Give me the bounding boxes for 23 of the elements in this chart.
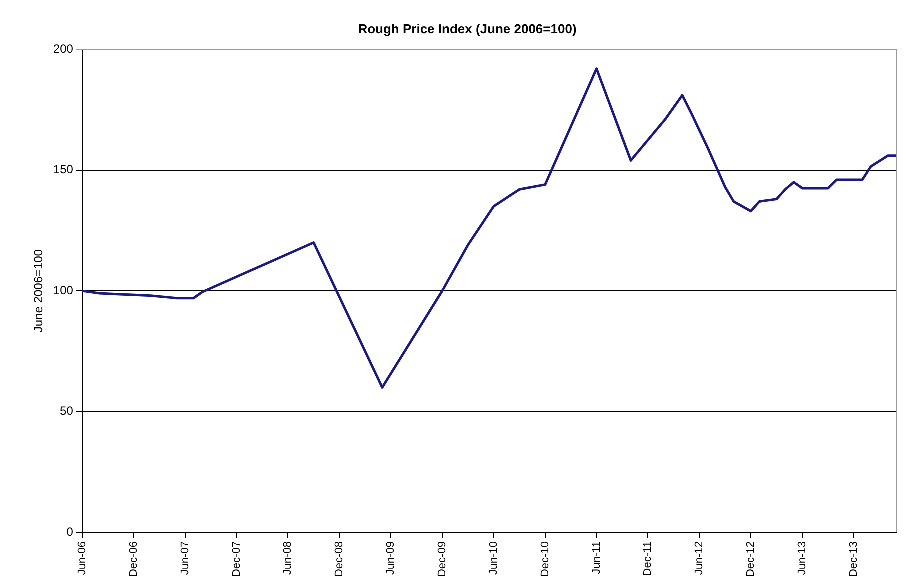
y-axis-title: June 2006=100 bbox=[32, 249, 46, 333]
x-tick-label: Dec-09 bbox=[436, 542, 448, 578]
y-tick-label: 0 bbox=[66, 524, 74, 539]
x-tick-label: Jun-08 bbox=[282, 542, 294, 576]
x-tick-label: Jun-13 bbox=[796, 542, 809, 576]
x-tick-label: Dec-13 bbox=[848, 542, 860, 578]
x-tick-label: Dec-10 bbox=[539, 542, 552, 578]
y-tick-label: 200 bbox=[53, 42, 74, 56]
x-tick-label: Dec-11 bbox=[642, 542, 654, 576]
y-tick-label: 150 bbox=[53, 162, 74, 177]
x-tick-label: Dec-06 bbox=[128, 542, 140, 578]
x-tick-label: Jun-06 bbox=[76, 542, 88, 576]
y-tick-label: 50 bbox=[60, 404, 74, 418]
x-tick-label: Jun-12 bbox=[694, 542, 706, 576]
x-tick-label: Jun-09 bbox=[385, 542, 398, 576]
x-tick-label: Jun-11 bbox=[590, 542, 603, 574]
y-tick-label: 100 bbox=[53, 283, 74, 298]
x-tick-label: Jun-07 bbox=[179, 542, 192, 576]
x-tick-label: Jun-10 bbox=[488, 542, 500, 576]
x-tick-label: Dec-08 bbox=[334, 542, 346, 578]
chart-title: Rough Price Index (June 2006=100) bbox=[358, 21, 577, 36]
x-tick-label: Dec-12 bbox=[745, 542, 758, 578]
x-tick-label: Dec-07 bbox=[230, 542, 243, 578]
